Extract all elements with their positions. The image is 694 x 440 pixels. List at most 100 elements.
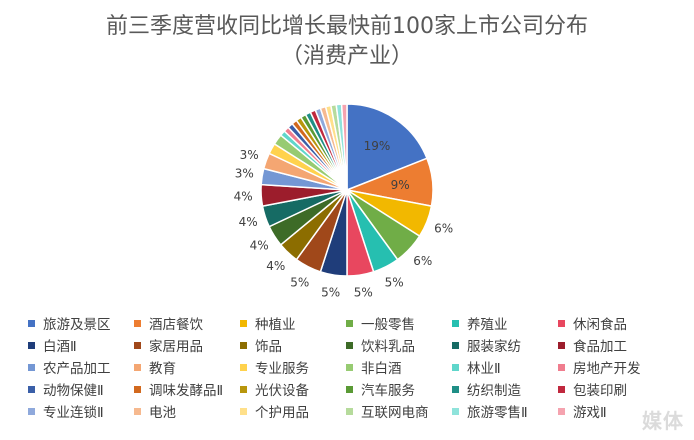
- legend-item: 包装印刷: [558, 379, 664, 399]
- legend-item: 房地产开发: [558, 357, 664, 377]
- legend-swatch: [28, 363, 35, 371]
- legend-swatch: [346, 385, 353, 393]
- legend-swatch: [558, 407, 565, 415]
- legend-label: 养殖业: [467, 317, 508, 333]
- legend-label: 调味发酵品Ⅱ: [149, 383, 224, 399]
- slice-data-label: 4%: [266, 259, 285, 273]
- legend-label: 休闲食品: [573, 317, 627, 333]
- legend-swatch: [558, 341, 565, 349]
- legend-swatch: [240, 319, 247, 327]
- legend-swatch: [28, 341, 35, 349]
- legend-label: 饰品: [255, 339, 282, 355]
- slice-data-label: 4%: [234, 190, 253, 204]
- legend-swatch: [346, 341, 353, 349]
- slice-data-label: 5%: [321, 286, 340, 300]
- legend-item: 休闲食品: [558, 313, 664, 333]
- legend-swatch: [346, 363, 353, 371]
- slice-data-label: 6%: [434, 221, 453, 235]
- legend-label: 饮料乳品: [361, 339, 415, 355]
- slice-data-label: 5%: [385, 276, 404, 290]
- legend-label: 服装家纺: [467, 339, 521, 355]
- legend-row: 白酒Ⅱ 家居用品 饰品 饮料乳品 服装家纺 食品加工: [28, 334, 688, 356]
- legend-label: 动物保健Ⅱ: [43, 383, 104, 399]
- legend-swatch: [452, 385, 459, 393]
- legend-item: 旅游零售Ⅱ: [452, 401, 558, 421]
- slice-data-label: 6%: [413, 254, 432, 268]
- legend-swatch: [28, 385, 35, 393]
- watermark: 媒体: [642, 409, 684, 433]
- legend-label: 房地产开发: [573, 361, 641, 377]
- legend-item: 纺织制造: [452, 379, 558, 399]
- legend-label: 互联网电商: [361, 405, 429, 421]
- legend-item: 酒店餐饮: [134, 313, 240, 333]
- legend-swatch: [28, 319, 35, 327]
- legend-label: 汽车服务: [361, 383, 415, 399]
- slice-data-label: 5%: [290, 276, 309, 290]
- legend-label: 食品加工: [573, 339, 627, 355]
- legend-row: 专业连锁Ⅱ 电池 个护用品 互联网电商 旅游零售Ⅱ 游戏Ⅱ: [28, 400, 688, 422]
- legend-swatch: [452, 407, 459, 415]
- legend-label: 包装印刷: [573, 383, 627, 399]
- legend-item: 教育: [134, 357, 240, 377]
- slice-data-label: 3%: [235, 167, 254, 181]
- legend-item: 非白酒: [346, 357, 452, 377]
- slice-data-label: 9%: [391, 178, 410, 192]
- chart-legend: 旅游及景区 酒店餐饮 种植业 一般零售 养殖业 休闲食品白酒Ⅱ 家居用品 饰品 饮料乳品 服装家纺…: [28, 312, 688, 422]
- legend-label: 非白酒: [361, 361, 402, 377]
- slice-data-label: 3%: [240, 148, 259, 162]
- legend-swatch: [452, 319, 459, 327]
- legend-row: 农产品加工 教育 专业服务 非白酒 林业Ⅱ 房地产开发: [28, 356, 688, 378]
- legend-swatch: [134, 385, 141, 393]
- legend-swatch: [240, 407, 247, 415]
- legend-item: 饮料乳品: [346, 335, 452, 355]
- legend-label: 教育: [149, 361, 176, 377]
- legend-item: 食品加工: [558, 335, 664, 355]
- legend-label: 家居用品: [149, 339, 203, 355]
- chart-title: 前三季度营收同比增长最快前100家上市公司分布 （消费产业）: [0, 12, 694, 72]
- legend-swatch: [558, 385, 565, 393]
- legend-item: 汽车服务: [346, 379, 452, 399]
- legend-item: 服装家纺: [452, 335, 558, 355]
- legend-label: 旅游及景区: [43, 317, 111, 333]
- slice-data-label: 4%: [239, 215, 258, 229]
- legend-label: 专业服务: [255, 361, 309, 377]
- legend-label: 游戏Ⅱ: [573, 405, 607, 421]
- legend-item: 家居用品: [134, 335, 240, 355]
- pie-chart: 19% 9% 6% 6% 5% 5% 5% 5% 4% 4% 4% 4% 3% 3%: [234, 103, 453, 300]
- legend-item: 调味发酵品Ⅱ: [134, 379, 240, 399]
- pie-slice: [346, 103, 428, 192]
- legend-item: 动物保健Ⅱ: [28, 379, 134, 399]
- slice-data-label: 19%: [364, 139, 391, 153]
- legend-label: 农产品加工: [43, 361, 111, 377]
- legend-label: 一般零售: [361, 317, 415, 333]
- legend-label: 纺织制造: [467, 383, 521, 399]
- legend-row: 旅游及景区 酒店餐饮 种植业 一般零售 养殖业 休闲食品: [28, 312, 688, 334]
- pie-slice: [340, 103, 348, 191]
- legend-item: 白酒Ⅱ: [28, 335, 134, 355]
- legend-item: 电池: [134, 401, 240, 421]
- legend-label: 酒店餐饮: [149, 317, 203, 333]
- legend-item: 一般零售: [346, 313, 452, 333]
- chart-title-main: 前三季度营收同比增长最快前100家上市公司分布: [106, 14, 588, 39]
- legend-swatch: [558, 363, 565, 371]
- legend-label: 光伏设备: [255, 383, 309, 399]
- legend-label: 专业连锁Ⅱ: [43, 405, 104, 421]
- legend-label: 个护用品: [255, 405, 309, 421]
- legend-label: 旅游零售Ⅱ: [467, 405, 528, 421]
- legend-label: 种植业: [255, 317, 296, 333]
- legend-item: 个护用品: [240, 401, 346, 421]
- slice-data-label: 4%: [250, 239, 269, 253]
- legend-label: 电池: [149, 405, 176, 421]
- legend-item: 饰品: [240, 335, 346, 355]
- legend-swatch: [134, 319, 141, 327]
- legend-swatch: [346, 407, 353, 415]
- legend-label: 白酒Ⅱ: [43, 339, 77, 355]
- legend-item: 农产品加工: [28, 357, 134, 377]
- legend-item: 旅游及景区: [28, 313, 134, 333]
- slice-data-label: 5%: [354, 286, 373, 300]
- legend-item: 种植业: [240, 313, 346, 333]
- legend-swatch: [558, 319, 565, 327]
- legend-swatch: [240, 385, 247, 393]
- legend-swatch: [452, 341, 459, 349]
- legend-swatch: [346, 319, 353, 327]
